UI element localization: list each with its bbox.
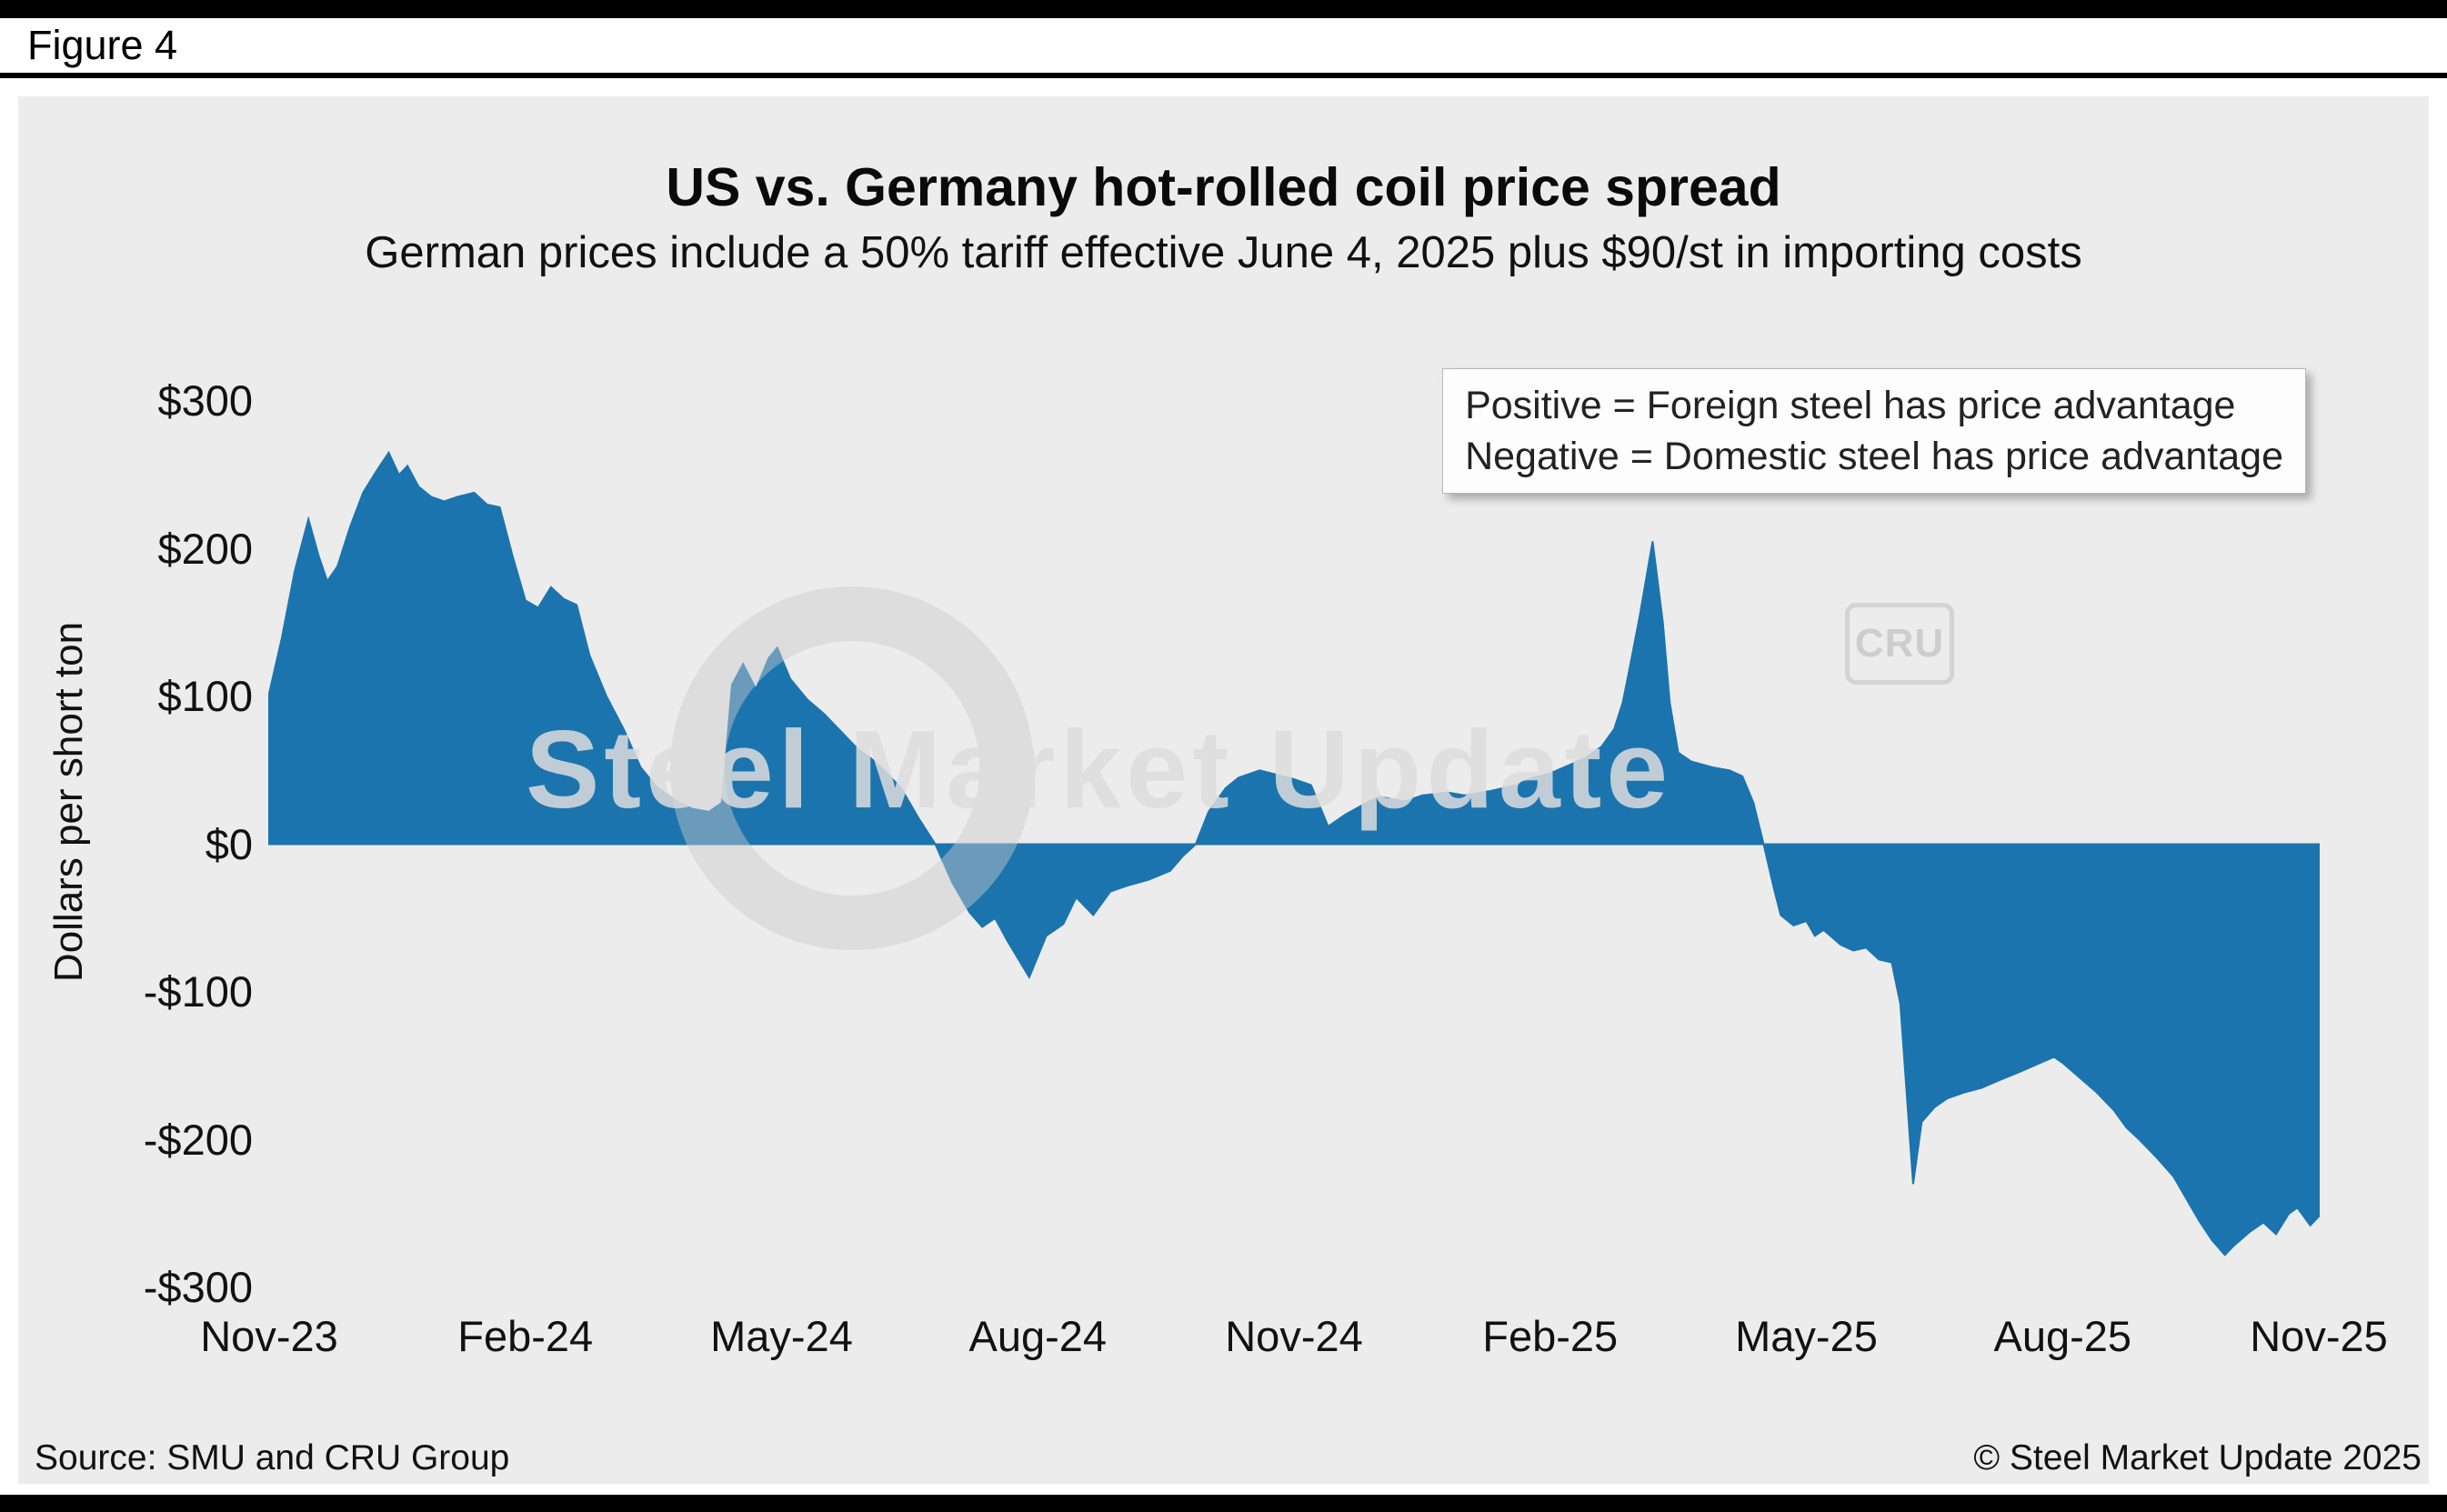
source-note: Source: SMU and CRU Group bbox=[35, 1438, 510, 1477]
x-tick-label: Nov-25 bbox=[2250, 1312, 2388, 1360]
legend-line-positive: Positive = Foreign steel has price advan… bbox=[1465, 384, 2236, 427]
x-tick-label: Aug-25 bbox=[1993, 1312, 2132, 1360]
top-border-bar bbox=[0, 0, 2447, 18]
y-tick-label: -$300 bbox=[143, 1263, 253, 1311]
legend-line-negative: Negative = Domestic steel has price adva… bbox=[1465, 435, 2283, 478]
y-tick-label: $300 bbox=[157, 376, 253, 425]
x-tick-label: May-25 bbox=[1735, 1312, 1878, 1360]
watermark-text: Steel Market Update bbox=[526, 707, 1673, 831]
y-tick-label: -$200 bbox=[143, 1115, 253, 1164]
figure-label: Figure 4 bbox=[27, 22, 178, 68]
cru-logo-icon: CRU bbox=[1845, 603, 1954, 685]
legend-annotation-box: Positive = Foreign steel has price advan… bbox=[1442, 368, 2306, 494]
x-tick-label: Nov-23 bbox=[200, 1312, 338, 1360]
chart-title: US vs. Germany hot-rolled coil price spr… bbox=[666, 157, 1781, 217]
chart-subtitle: German prices include a 50% tariff effec… bbox=[365, 228, 2082, 277]
x-tick-label: Feb-25 bbox=[1482, 1312, 1619, 1360]
x-tick-label: Aug-24 bbox=[968, 1312, 1108, 1360]
y-tick-label: $200 bbox=[157, 524, 253, 573]
copyright-note: © Steel Market Update 2025 bbox=[1973, 1438, 2422, 1477]
y-tick-label: -$100 bbox=[143, 967, 253, 1016]
price-spread-area-series bbox=[268, 450, 2320, 1257]
header-divider bbox=[0, 73, 2447, 78]
y-tick-label: $100 bbox=[157, 672, 253, 720]
x-tick-label: Nov-24 bbox=[1225, 1312, 1363, 1360]
bottom-border-bar bbox=[0, 1495, 2447, 1512]
x-tick-label: May-24 bbox=[710, 1312, 853, 1360]
y-tick-label: $0 bbox=[205, 819, 253, 868]
x-tick-label: Feb-24 bbox=[457, 1312, 594, 1360]
